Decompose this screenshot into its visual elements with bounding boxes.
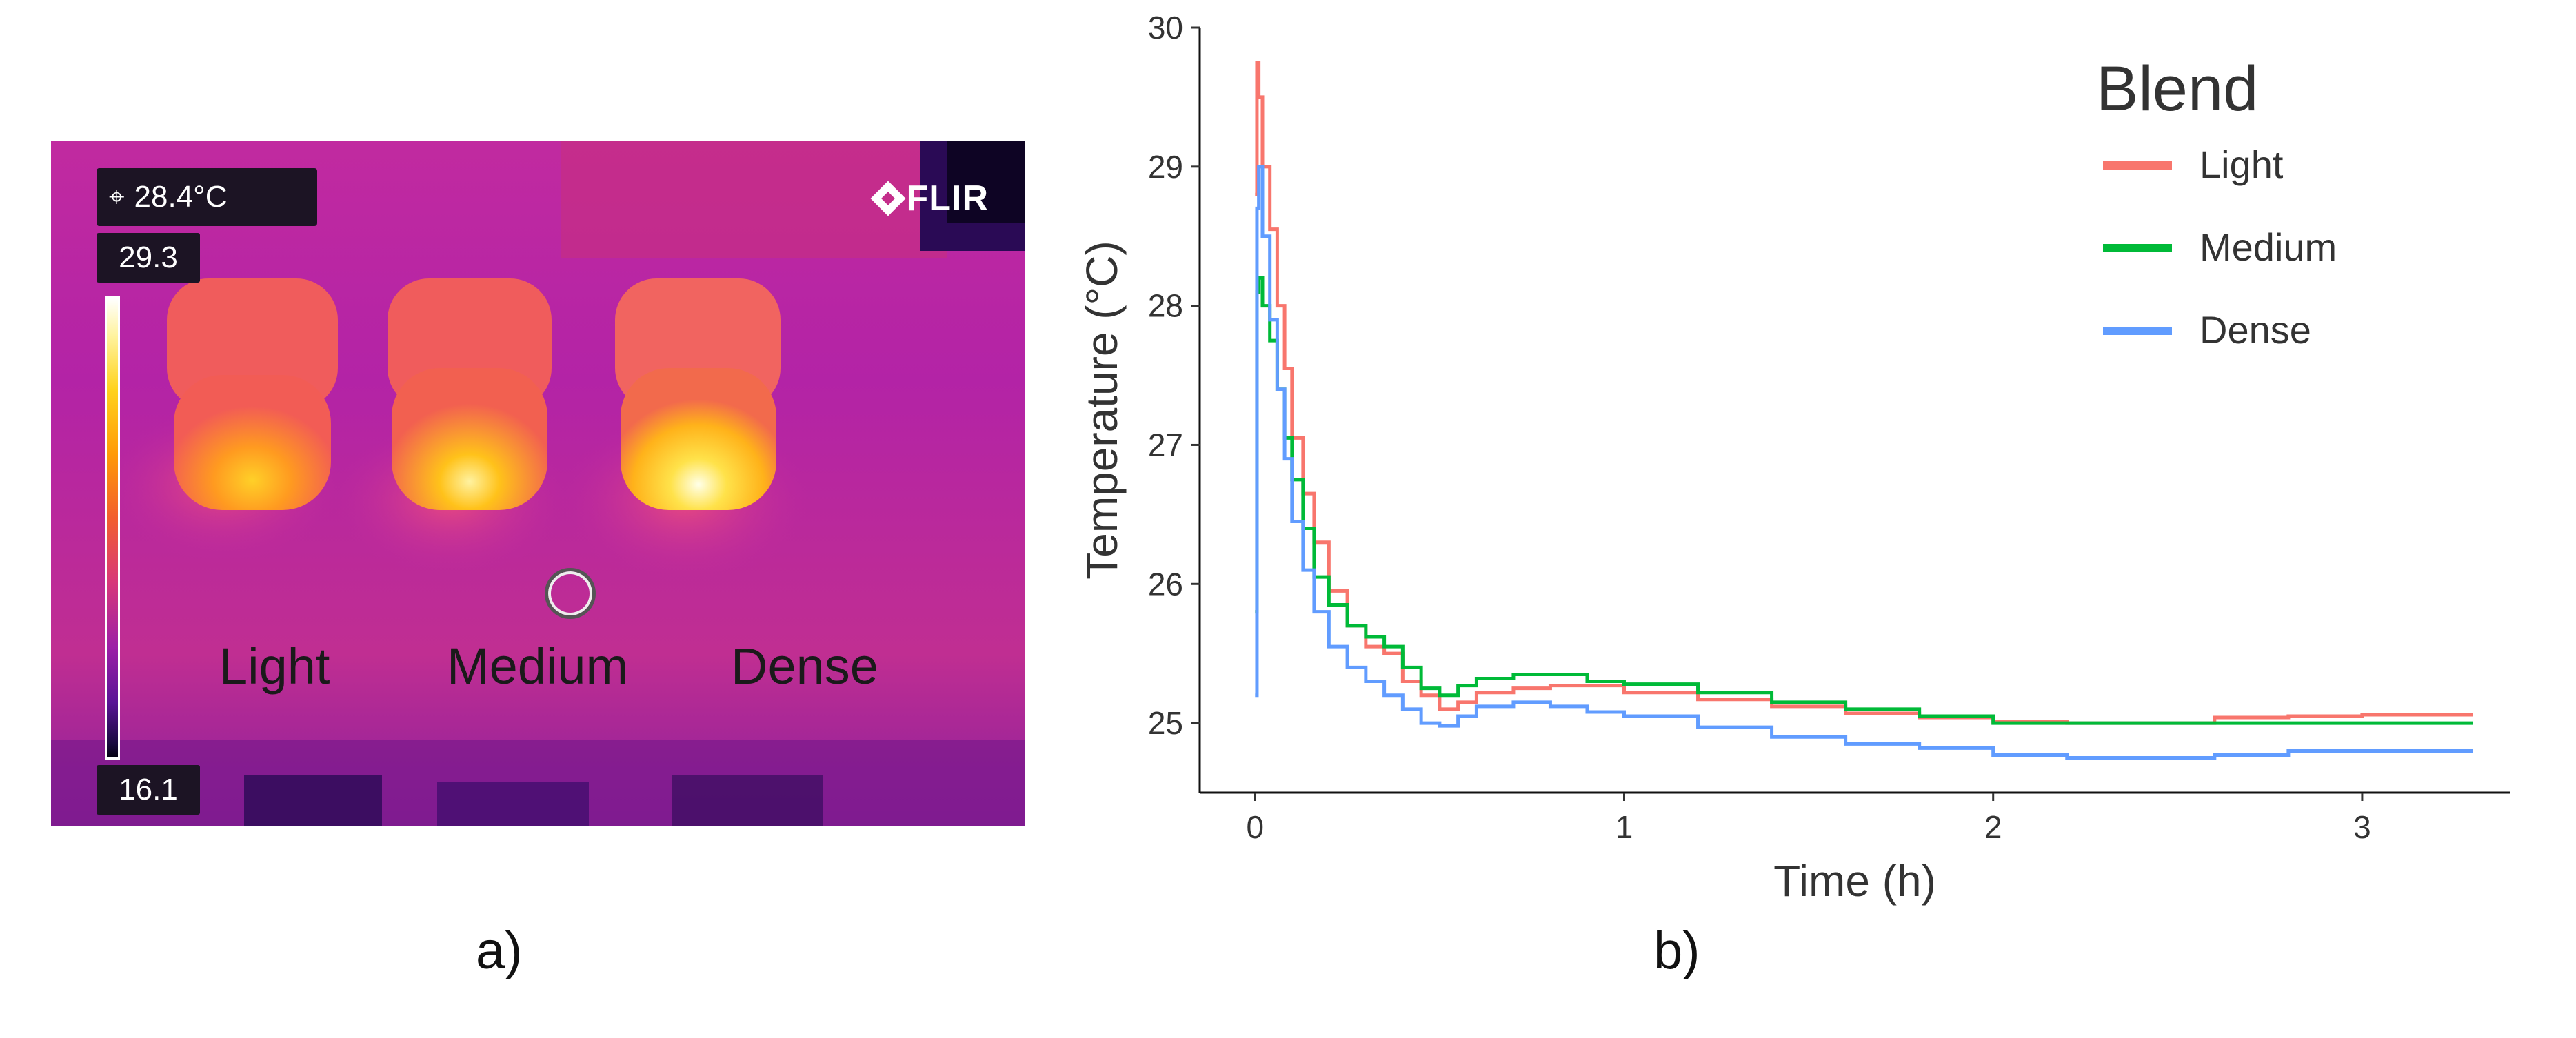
sample-label-medium: Medium <box>447 638 629 695</box>
temperature-chart: 25 26 27 28 29 30 0 1 2 3 Time (h) Temperature (… <box>1077 14 2510 906</box>
legend-title: Blend <box>2096 54 2258 124</box>
x-tick-label: 2 <box>1984 809 2002 845</box>
x-tick-label: 0 <box>1246 809 1264 845</box>
sample-label-light: Light <box>219 638 330 695</box>
flir-logo-text: FLIR <box>906 179 989 218</box>
series-line-light <box>1255 60 2473 725</box>
panel-label-a: a) <box>476 922 523 980</box>
series-line-dense <box>1255 165 2473 760</box>
scale-max-value: 29.3 <box>97 233 200 283</box>
thermal-image: ⌖ 28.4°C 29.3 16.1 FLIR Light Medium Den… <box>51 141 1025 826</box>
legend: Blend Light Medium Dense <box>2096 54 2337 352</box>
scale-min-value: 16.1 <box>97 765 200 815</box>
y-tick-label: 28 <box>1148 288 1183 324</box>
spot-meter-icon <box>545 568 596 619</box>
x-tick-label: 1 <box>1616 809 1633 845</box>
legend-label-light: Light <box>2200 143 2284 186</box>
y-tick-label: 26 <box>1148 566 1183 602</box>
y-tick-label: 25 <box>1148 705 1183 741</box>
chart-axes <box>1198 28 2510 794</box>
x-axis-label: Time (h) <box>1773 856 1936 906</box>
spot-temperature-value: 28.4°C <box>134 180 228 214</box>
legend-label-dense: Dense <box>2200 308 2311 352</box>
y-axis-label: Temperature (°C) <box>1077 241 1127 580</box>
y-tick-label: 30 <box>1148 14 1183 45</box>
flir-logo: FLIR <box>871 178 989 219</box>
spot-temperature-readout: ⌖ 28.4°C <box>97 168 317 226</box>
sample-label-dense: Dense <box>731 638 878 695</box>
legend-label-medium: Medium <box>2200 225 2337 269</box>
panel-label-b: b) <box>1653 922 1700 980</box>
x-tick-label: 3 <box>2353 809 2371 845</box>
thermal-scene <box>51 141 1025 826</box>
y-ticks: 25 26 27 28 29 30 <box>1148 14 1200 741</box>
y-tick-label: 29 <box>1148 149 1183 185</box>
x-ticks: 0 1 2 3 <box>1246 793 2371 845</box>
flir-diamond-icon <box>871 181 906 216</box>
series-lines <box>1255 60 2473 760</box>
crosshair-icon: ⌖ <box>109 182 125 212</box>
temperature-color-scale <box>105 296 120 760</box>
y-tick-label: 27 <box>1148 427 1183 462</box>
